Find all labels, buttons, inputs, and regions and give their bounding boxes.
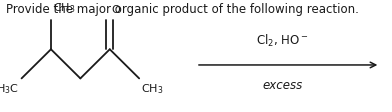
Text: O: O	[112, 5, 120, 15]
Text: excess: excess	[262, 79, 302, 92]
Text: Provide the major organic product of the following reaction.: Provide the major organic product of the…	[6, 3, 359, 16]
Text: H$_3$C: H$_3$C	[0, 82, 19, 96]
Text: Cl$_2$, HO$^-$: Cl$_2$, HO$^-$	[256, 33, 309, 50]
Text: CH$_3$: CH$_3$	[141, 82, 163, 96]
Text: CH$_3$: CH$_3$	[53, 1, 75, 15]
